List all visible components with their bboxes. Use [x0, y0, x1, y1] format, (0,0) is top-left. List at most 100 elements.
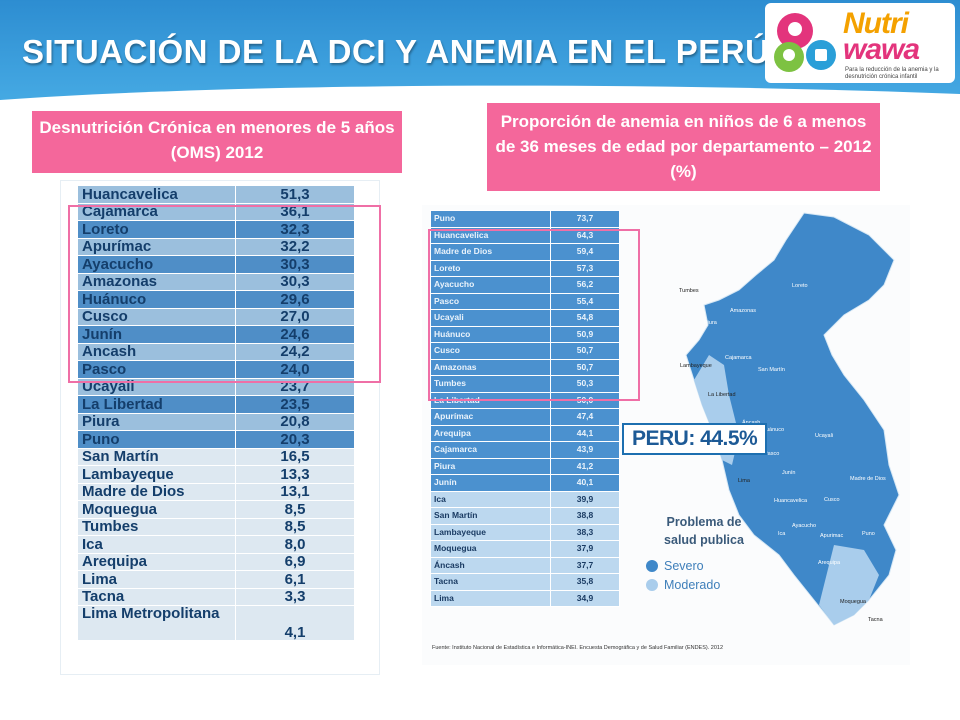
anemia-row: Apurímac 47,4 [430, 408, 620, 426]
dci-region-cell: Tumbes [77, 517, 236, 536]
map-label-apurimac: Apurimac [820, 533, 844, 539]
map-label-san-martin: San Martín [758, 367, 785, 373]
anemia-row: Áncash 37,7 [430, 556, 620, 574]
map-label-piura: Piura [704, 320, 717, 326]
logo-word-wawa: wawa [843, 33, 920, 66]
anemia-region-cell: Moquegua [430, 540, 551, 558]
anemia-value-cell: 35,8 [550, 573, 620, 591]
map-label-tumbes: Tumbes [679, 288, 699, 294]
left-header: Desnutrición Crónica en menores de 5 año… [32, 111, 402, 173]
anemia-row: Cusco 50,7 [430, 342, 620, 360]
anemia-value-cell: 47,4 [550, 408, 620, 426]
map-label-tacna: Tacna [868, 617, 883, 623]
anemia-value-cell: 50,9 [550, 325, 620, 343]
dci-row: Junín 24,6 [77, 325, 355, 344]
map-label-ucayali: Ucayali [815, 433, 834, 439]
anemia-table: Puno 73,7 Huancavelica 64,3 Madre de Dios 59,… [430, 210, 620, 607]
dci-value-cell: 24,6 [235, 325, 355, 344]
anemia-region-cell: Cajamarca [430, 441, 551, 459]
anemia-value-cell: 50,3 [550, 375, 620, 393]
anemia-value-cell: 37,7 [550, 556, 620, 574]
anemia-row: Ayacucho 56,2 [430, 276, 620, 294]
dci-value-cell: 4,1 [235, 605, 355, 641]
anemia-value-cell: 43,9 [550, 441, 620, 459]
map-label-loreto: Loreto [792, 283, 808, 289]
dci-row: Amazonas 30,3 [77, 272, 355, 291]
dci-region-cell: Piura [77, 412, 236, 431]
dci-region-cell: La Libertad [77, 395, 236, 414]
dci-region-cell: Ancash [77, 342, 236, 361]
anemia-row: Lambayeque 38,3 [430, 523, 620, 541]
dci-row: Lima Metropolitana 4,1 [77, 605, 355, 641]
dci-region-cell: Cajamarca [77, 202, 236, 221]
dci-row: Lima 6,1 [77, 570, 355, 589]
map-label-huanuco: Huánuco [762, 427, 785, 433]
dci-value-cell: 6,1 [235, 570, 355, 589]
map-label-lima: Lima [738, 478, 750, 484]
map-label-arequipa: Arequipa [818, 560, 841, 566]
dci-value-cell: 6,9 [235, 552, 355, 571]
map-label-junin: Junín [782, 470, 796, 476]
anemia-value-cell: 38,8 [550, 507, 620, 525]
legend-title: Problema de salud publica [664, 515, 744, 547]
anemia-region-cell: Junín [430, 474, 551, 492]
dci-row: La Libertad 23,5 [77, 395, 355, 414]
map-label-madre-de-dios: Madre de Dios [850, 476, 886, 482]
legend-moderate-label: Moderado [664, 578, 721, 592]
map-label-amazonas: Amazonas [730, 308, 756, 314]
anemia-region-cell: Puno [430, 210, 551, 228]
anemia-row: Piura 41,2 [430, 457, 620, 475]
dci-region-cell: Moquegua [77, 500, 236, 519]
slide-title: SITUACIÓN DE LA DCI Y ANEMIA EN EL PERÚ [22, 33, 770, 70]
anemia-row: Moquegua 37,9 [430, 540, 620, 558]
legend-severe-label: Severo [664, 559, 704, 573]
dci-row: Puno 20,3 [77, 430, 355, 449]
dci-row: Apurímac 32,2 [77, 237, 355, 256]
anemia-region-cell: Lambayeque [430, 523, 551, 541]
dci-value-cell: 3,3 [235, 587, 355, 606]
dci-region-cell: Lima [77, 570, 236, 589]
anemia-value-cell: 40,1 [550, 474, 620, 492]
dci-row: San Martín 16,5 [77, 447, 355, 466]
dci-value-cell: 27,0 [235, 307, 355, 326]
dci-value-cell: 32,3 [235, 220, 355, 239]
anemia-value-cell: 38,3 [550, 523, 620, 541]
anemia-region-cell: Huánuco [430, 325, 551, 343]
dci-region-cell: Ica [77, 535, 236, 554]
anemia-row: Junín 40,1 [430, 474, 620, 492]
dci-value-cell: 30,3 [235, 255, 355, 274]
dci-region-cell: Junín [77, 325, 236, 344]
dci-value-cell: 8,0 [235, 535, 355, 554]
anemia-region-cell: Cusco [430, 342, 551, 360]
right-header: Proporción de anemia en niños de 6 a men… [487, 103, 880, 191]
legend-severe-swatch [646, 560, 658, 572]
dci-region-cell: San Martín [77, 447, 236, 466]
dci-value-cell: 13,3 [235, 465, 355, 484]
anemia-value-cell: 44,1 [550, 424, 620, 442]
dci-row: Ancash 24,2 [77, 342, 355, 361]
map-label-huancavelica: Huancavelica [774, 498, 808, 504]
anemia-value-cell: 37,9 [550, 540, 620, 558]
dci-value-cell: 8,5 [235, 517, 355, 536]
map-label-cusco: Cusco [824, 497, 840, 503]
anemia-row: Lima 34,9 [430, 589, 620, 607]
dci-row: Moquegua 8,5 [77, 500, 355, 519]
map-label-puno: Puno [862, 531, 875, 537]
dci-row: Arequipa 6,9 [77, 552, 355, 571]
dci-region-cell: Huancavelica [77, 185, 236, 204]
anemia-row: Cajamarca 43,9 [430, 441, 620, 459]
dci-value-cell: 36,1 [235, 202, 355, 221]
anemia-row: San Martín 38,8 [430, 507, 620, 525]
dci-region-cell: Tacna [77, 587, 236, 606]
source-note: Fuente: Instituto Nacional de Estadístic… [432, 645, 724, 651]
anemia-region-cell: Áncash [430, 556, 551, 574]
dci-row: Madre de Dios 13,1 [77, 482, 355, 501]
dci-region-cell: Puno [77, 430, 236, 449]
map-label-moquegua: Moquegua [840, 599, 866, 605]
map-label-lambayeque: Lambayeque [680, 363, 712, 369]
dci-row: Tumbes 8,5 [77, 517, 355, 536]
anemia-region-cell: Piura [430, 457, 551, 475]
map-label-la-libertad: La Libertad [708, 392, 736, 398]
dci-value-cell: 30,3 [235, 272, 355, 291]
anemia-region-cell: Ayacucho [430, 276, 551, 294]
